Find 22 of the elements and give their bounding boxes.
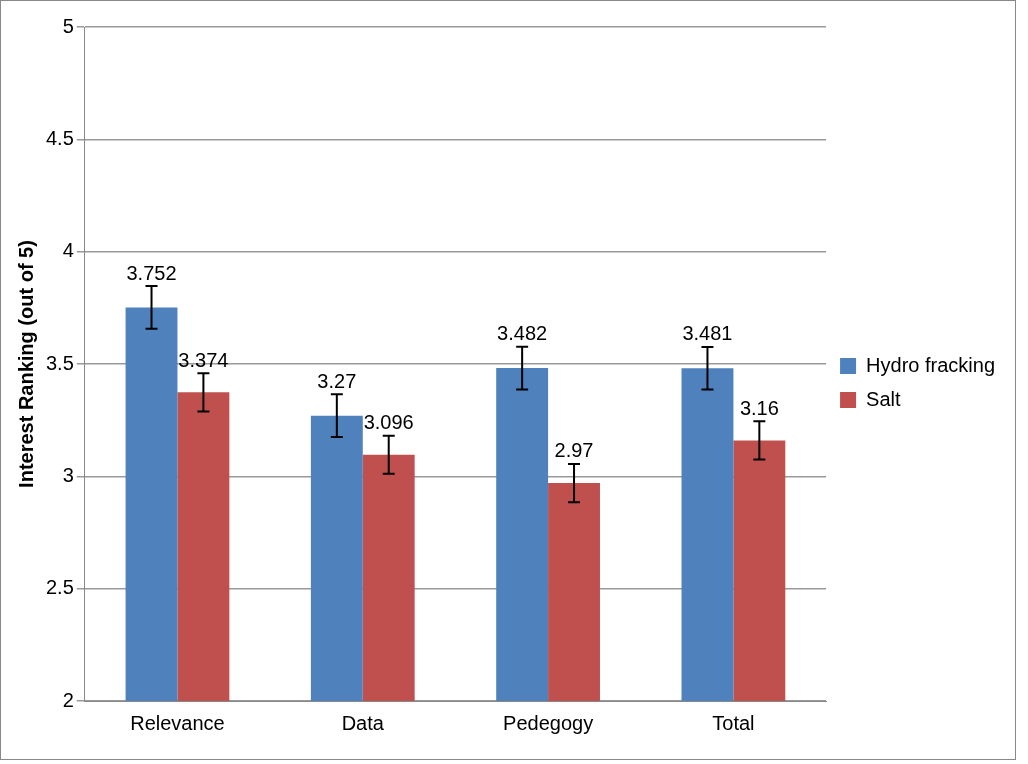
- data-label: 3.096: [363, 411, 414, 434]
- legend-label: Salt: [866, 387, 901, 410]
- data-label: 3.374: [178, 348, 229, 371]
- y-tick-label: 3: [62, 463, 74, 486]
- data-label: 3.482: [497, 322, 548, 345]
- data-label: 3.16: [739, 396, 779, 419]
- data-label: 3.481: [682, 322, 733, 345]
- data-label: 2.97: [554, 439, 594, 462]
- legend-label: Hydro fracking: [866, 353, 995, 376]
- x-tick-label: Data: [341, 711, 385, 734]
- y-tick-label: 4.5: [45, 126, 74, 149]
- y-tick-label: 2.5: [45, 576, 74, 599]
- y-tick-label: 2: [62, 688, 74, 711]
- y-tick-label: 5: [62, 14, 74, 37]
- y-tick-label: 3.5: [45, 351, 74, 374]
- x-tick-label: Relevance: [130, 711, 225, 734]
- y-axis-title: Interest Ranking (out of 5): [14, 240, 37, 488]
- x-tick-label: Total: [712, 711, 755, 734]
- y-tick-label: 4: [62, 239, 74, 262]
- x-tick-label: Pedegogy: [503, 711, 594, 734]
- data-label: 3.27: [317, 369, 357, 392]
- data-label: 3.752: [126, 261, 177, 284]
